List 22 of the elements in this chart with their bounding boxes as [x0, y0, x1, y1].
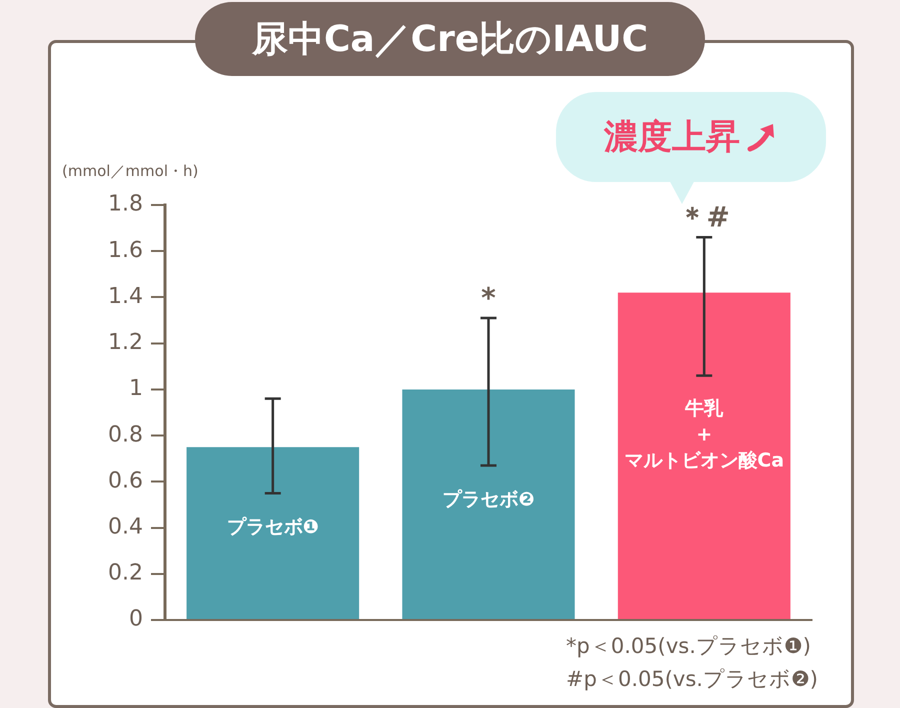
y-tick-label: 0.4 — [108, 514, 143, 540]
annotation: * — [481, 281, 496, 314]
y-tick-label: 1.4 — [108, 284, 143, 309]
bar — [402, 389, 575, 619]
y-tick-label: 1.2 — [108, 330, 143, 356]
x-tick-label: 牛乳 + マルトビオン酸Ca — [624, 398, 784, 472]
x-tick-label: プラセボ❶ — [226, 516, 319, 538]
y-tick-label: 0 — [128, 606, 143, 632]
text: *p＜0.05(vs.プラセボ❶) #p＜0.05(vs.プラセボ❷) — [566, 633, 818, 693]
bar — [618, 292, 790, 619]
y-tick-label: 1.6 — [108, 238, 143, 263]
y-tick-label: 0.8 — [108, 422, 143, 448]
y-tick-label: 0.6 — [108, 468, 143, 494]
y-tick-label: 1.8 — [108, 192, 143, 217]
y-axis-title: (mmol／mmol・h) — [62, 162, 198, 181]
chart-title: 尿中Ca／Cre比のIAUC — [195, 2, 705, 76]
y-tick-label: 1 — [128, 376, 143, 402]
annotation: ＊# — [678, 200, 730, 234]
x-tick-label: プラセボ❷ — [442, 488, 535, 510]
bar — [186, 447, 360, 619]
text: 濃度上昇 — [604, 116, 740, 159]
y-tick-label: 0.2 — [108, 560, 143, 586]
